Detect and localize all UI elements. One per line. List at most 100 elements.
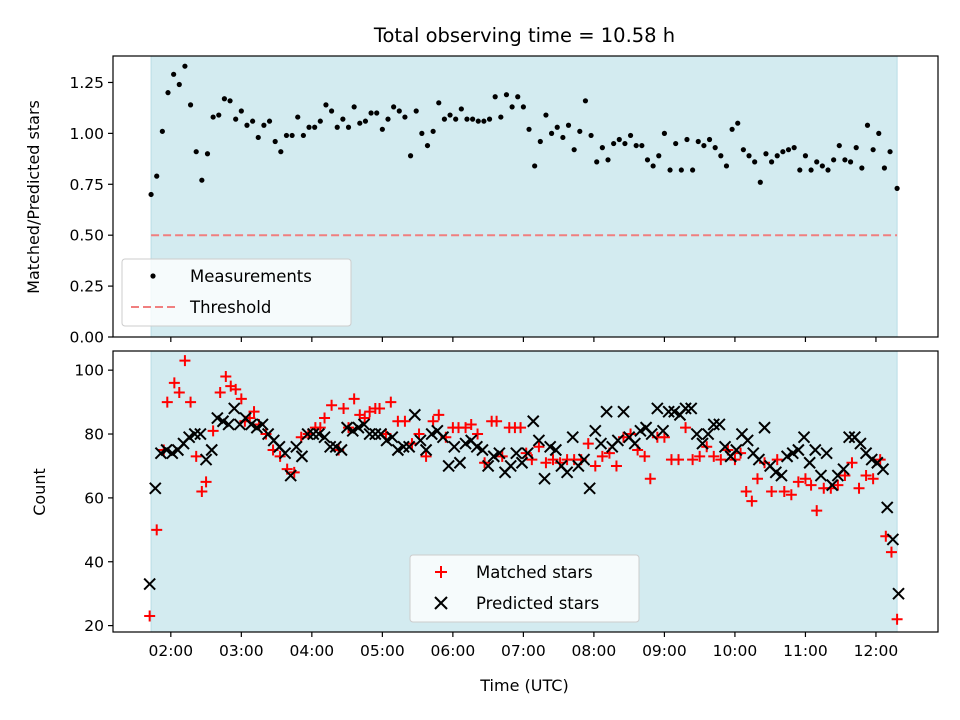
predicted-star-point: [538, 472, 551, 485]
measurement-point: [283, 132, 290, 139]
matched-star-point: [610, 460, 622, 472]
matched-star-point: [338, 402, 350, 414]
predicted-star-point: [476, 443, 489, 457]
predicted-star-point: [414, 434, 427, 447]
matched-star-point: [491, 415, 503, 427]
predicted-star-point: [397, 440, 410, 454]
measurement-point: [831, 157, 837, 163]
predicted-star-point: [199, 453, 213, 466]
predicted-star-point: [510, 446, 523, 460]
measurement-point: [334, 124, 340, 130]
matched-star-point: [364, 406, 376, 418]
measurement-point: [571, 147, 577, 153]
matched-star-point: [515, 422, 527, 434]
measurement-point: [498, 114, 504, 120]
measurement-point: [554, 124, 560, 130]
measurement-point: [565, 122, 572, 128]
predicted-star-point: [250, 421, 264, 434]
predicted-star-point: [143, 577, 156, 591]
measurement-point: [171, 71, 177, 77]
measurement-point: [154, 173, 160, 179]
predicted-star-point: [881, 501, 894, 514]
predicted-star-point: [803, 456, 816, 469]
measurement-point: [894, 185, 900, 191]
matched-star-point: [248, 406, 260, 418]
measurement-point: [368, 110, 374, 116]
measurement-point: [520, 104, 526, 110]
predicted-star-point: [668, 405, 681, 418]
predicted-star-point: [543, 440, 557, 454]
predicted-star-point: [278, 446, 292, 460]
measurement-point: [814, 159, 820, 165]
predicted-star-point: [295, 450, 309, 463]
measurement-point: [413, 108, 419, 114]
x-tick-label: 08:00: [572, 642, 617, 660]
measurement-point: [272, 138, 278, 145]
predicted-star-point: [583, 482, 596, 495]
measurement-point: [362, 118, 369, 124]
predicted-star-point: [386, 431, 399, 444]
predicted-star-point: [160, 443, 173, 457]
measurement-point: [701, 142, 707, 149]
measurement-point: [774, 153, 780, 159]
measurement-point: [289, 132, 295, 139]
measurement-point: [250, 118, 256, 124]
measurement-point: [306, 124, 312, 130]
predicted-star-point: [786, 446, 799, 460]
measurement-point: [328, 108, 335, 114]
predicted-star-point: [662, 405, 675, 418]
predicted-star-point: [453, 456, 467, 469]
predicted-star-point: [741, 434, 754, 447]
matched-star-point: [832, 479, 844, 491]
predicted-star-point: [892, 587, 905, 600]
predicted-star-point: [194, 427, 207, 441]
measurement-point: [582, 98, 589, 104]
legend-predicted-label: Predicted stars: [476, 594, 599, 613]
predicted-star-point: [481, 459, 495, 473]
measurement-point: [430, 128, 436, 134]
matched-star-point: [144, 610, 156, 622]
measurement-point: [599, 145, 605, 151]
measurement-point: [847, 159, 854, 165]
predicted-star-point: [222, 418, 235, 431]
matched-stars-series: [144, 355, 903, 625]
predicted-star-point: [425, 427, 438, 441]
measurement-point: [227, 98, 233, 104]
measurement-point: [881, 165, 888, 171]
predicted-star-point: [707, 418, 720, 431]
measurement-point: [351, 104, 357, 110]
measurement-point: [763, 151, 769, 157]
predicted-stars-series: [143, 402, 905, 600]
matched-star-point: [540, 457, 552, 469]
matched-star-point: [173, 387, 185, 399]
top-y-tick-label: 1.00: [69, 125, 104, 143]
measurement-point: [470, 116, 476, 122]
measurement-point: [441, 116, 448, 122]
matched-star-point: [465, 418, 477, 430]
matched-star-point: [589, 460, 601, 472]
measurement-point: [746, 153, 752, 159]
predicted-star-point: [211, 411, 224, 425]
matched-star-point: [196, 486, 208, 497]
legend-predicted-marker: [434, 596, 448, 610]
predicted-star-point: [718, 440, 732, 454]
predicted-star-point: [679, 402, 692, 415]
matched-star-point: [168, 377, 180, 389]
predicted-star-point: [493, 446, 506, 460]
measurement-point: [825, 167, 831, 173]
matched-star-point: [526, 454, 538, 466]
measurement-point: [836, 142, 842, 149]
matched-star-point: [230, 383, 242, 395]
measurement-point: [853, 145, 859, 151]
matched-star-point: [582, 438, 594, 450]
measurement-point: [182, 63, 188, 69]
matched-star-point: [220, 371, 232, 383]
matched-star-point: [751, 473, 763, 485]
top-legend: Measurements Threshold: [121, 258, 352, 327]
predicted-star-point: [402, 440, 416, 454]
predicted-star-point: [391, 443, 405, 457]
matched-star-point: [867, 473, 879, 485]
measurement-point: [193, 149, 199, 155]
predicted-star-point: [842, 431, 856, 444]
